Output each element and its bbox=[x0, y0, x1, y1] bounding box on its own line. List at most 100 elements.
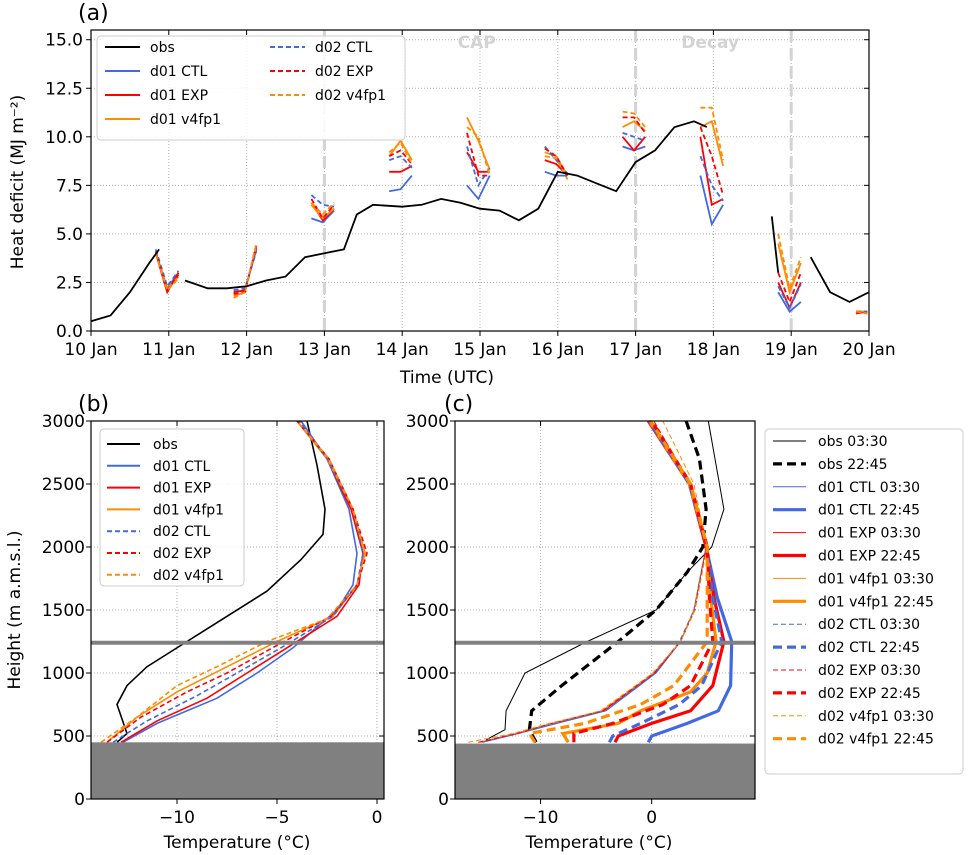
a-period-label: CAP bbox=[458, 33, 496, 53]
a-ytick-label: 5.0 bbox=[56, 225, 83, 245]
c-series-obs-03-30 bbox=[485, 420, 725, 741]
b-ytick-label: 2000 bbox=[42, 538, 85, 558]
c-series-d01-EXP-03-30 bbox=[479, 420, 707, 743]
panel-label-c: (c) bbox=[444, 392, 473, 417]
c-legend-label: d02 EXP 03:30 bbox=[818, 663, 921, 679]
b-ground-mask bbox=[91, 742, 384, 799]
a-ytick-label: 0.0 bbox=[56, 322, 83, 342]
b-ytick-label: 500 bbox=[53, 727, 85, 747]
a-series-d01-EXP bbox=[154, 136, 868, 315]
a-legend-label: d01 v4fp1 bbox=[150, 112, 221, 128]
panel-label-a: (a) bbox=[78, 1, 109, 26]
a-ytick-label: 7.5 bbox=[56, 176, 83, 196]
c-series-d01-v4fp1-03-30 bbox=[478, 420, 707, 743]
c-ytick-label: 500 bbox=[417, 727, 449, 747]
b-legend-label: d01 CTL bbox=[153, 459, 210, 475]
b-ytick-label: 0 bbox=[74, 790, 85, 810]
b-legend-label: d01 v4fp1 bbox=[153, 502, 224, 518]
b-xtick-label: −10 bbox=[159, 808, 195, 828]
c-ytick-label: 2500 bbox=[406, 475, 449, 495]
c-series-d02-EXP-22-45 bbox=[572, 420, 715, 743]
c-ytick-label: 2000 bbox=[406, 538, 449, 558]
a-series-d02-EXP bbox=[154, 116, 868, 315]
c-legend-label: obs 03:30 bbox=[818, 434, 888, 450]
c-ytick-label: 3000 bbox=[406, 412, 449, 432]
c-legend-label: d01 CTL 03:30 bbox=[818, 480, 920, 496]
c-legend-label: d02 CTL 03:30 bbox=[818, 617, 920, 633]
b-axes-frame bbox=[90, 420, 385, 800]
a-xtick-label: 10 Jan bbox=[64, 340, 117, 360]
c-legend-label: obs 22:45 bbox=[818, 457, 888, 473]
a-xtick-label: 14 Jan bbox=[376, 340, 429, 360]
a-ytick-label: 10.0 bbox=[45, 128, 83, 148]
a-series-d02-v4fp1 bbox=[154, 106, 868, 315]
b-legend-label: d01 EXP bbox=[153, 481, 211, 497]
c-ytick-label: 1500 bbox=[406, 601, 449, 621]
b-xtick-label: −5 bbox=[264, 808, 289, 828]
c-series-obs-22-45 bbox=[527, 420, 708, 744]
c-legend-label: d01 EXP 03:30 bbox=[818, 526, 921, 542]
b-legend-label: obs bbox=[153, 437, 178, 453]
a-xtick-label: 20 Jan bbox=[842, 340, 895, 360]
c-xtick-label: 0 bbox=[646, 808, 657, 828]
a-ytick-label: 12.5 bbox=[45, 79, 83, 99]
a-xtick-label: 13 Jan bbox=[298, 340, 351, 360]
c-ytick-label: 0 bbox=[438, 790, 449, 810]
a-axes-frame bbox=[90, 29, 870, 332]
a-xtick-label: 18 Jan bbox=[687, 340, 740, 360]
c-series-d02-EXP-03-30 bbox=[478, 420, 707, 743]
c-xtick-label: −10 bbox=[523, 808, 559, 828]
c-legend-label: d02 CTL 22:45 bbox=[818, 640, 920, 656]
a-series-obs bbox=[90, 120, 870, 323]
c-legend-label: d01 v4fp1 03:30 bbox=[818, 571, 934, 587]
b-ytick-label: 3000 bbox=[42, 412, 85, 432]
c-legend-label: d02 EXP 22:45 bbox=[818, 686, 921, 702]
a-series-d01-CTL bbox=[154, 145, 868, 313]
a-series-d02-CTL bbox=[154, 132, 868, 313]
panel-label-b: (b) bbox=[78, 392, 109, 417]
a-ytick-label: 15.0 bbox=[45, 31, 83, 51]
c-ground-mask bbox=[455, 743, 755, 799]
a-legend: obs d01 CTL d01 EXP d01 v4fp1 d02 CTL d02 EXP… bbox=[96, 35, 406, 141]
c-legend-label: d01 EXP 22:45 bbox=[818, 549, 921, 565]
b-ytick-label: 1500 bbox=[42, 601, 85, 621]
a-ytick-label: 2.5 bbox=[56, 273, 83, 293]
b-legend: obs d01 CTL d01 EXP d01 v4fp1 d02 CTL d02 EXP… bbox=[99, 428, 245, 587]
b-series-obs bbox=[116, 420, 326, 743]
a-legend-label: d01 EXP bbox=[150, 88, 208, 104]
a-xtick-label: 12 Jan bbox=[220, 340, 273, 360]
b-legend-box bbox=[99, 428, 245, 587]
c-xlabel: Temperature (°C) bbox=[525, 833, 673, 853]
a-ylabel: Heat deficit (MJ m⁻²) bbox=[8, 95, 28, 270]
b-ylabel: Height (m a.m.s.l.) bbox=[5, 530, 25, 689]
b-series-d01-EXP bbox=[120, 420, 364, 743]
c-series-d02-CTL-03-30 bbox=[481, 420, 707, 743]
b-series-d02-v4fp1 bbox=[100, 420, 366, 743]
b-xtick-label: 0 bbox=[372, 808, 383, 828]
a-legend-label: d02 EXP bbox=[315, 64, 373, 80]
c-axes-frame bbox=[454, 420, 756, 800]
c-legend-label: d02 v4fp1 03:30 bbox=[818, 709, 934, 725]
a-legend-label: d01 CTL bbox=[150, 64, 207, 80]
b-ytick-label: 2500 bbox=[42, 475, 85, 495]
a-legend-box bbox=[96, 35, 406, 141]
b-legend-label: d02 EXP bbox=[153, 546, 211, 562]
a-xtick-label: 15 Jan bbox=[453, 340, 506, 360]
c-legend-box bbox=[764, 428, 964, 775]
c-legend-label: d02 v4fp1 22:45 bbox=[818, 732, 934, 748]
b-legend-label: d02 v4fp1 bbox=[153, 568, 224, 584]
c-ytick-label: 1000 bbox=[406, 664, 449, 684]
a-legend-label: d02 CTL bbox=[315, 40, 372, 56]
a-xtick-label: 16 Jan bbox=[531, 340, 584, 360]
a-xtick-label: 11 Jan bbox=[142, 340, 195, 360]
a-period-label: Decay bbox=[681, 33, 739, 53]
a-legend-label: obs bbox=[150, 40, 175, 56]
c-legend: obs 03:30 obs 22:45 d01 CTL 03:30 d01 CTL 2… bbox=[764, 428, 964, 775]
a-xtick-label: 19 Jan bbox=[765, 340, 818, 360]
b-xlabel: Temperature (°C) bbox=[163, 833, 311, 853]
a-xlabel: Time (UTC) bbox=[399, 368, 494, 388]
a-legend-label: d02 v4fp1 bbox=[315, 88, 386, 104]
a-xtick-label: 17 Jan bbox=[609, 340, 662, 360]
b-ytick-label: 1000 bbox=[42, 664, 85, 684]
